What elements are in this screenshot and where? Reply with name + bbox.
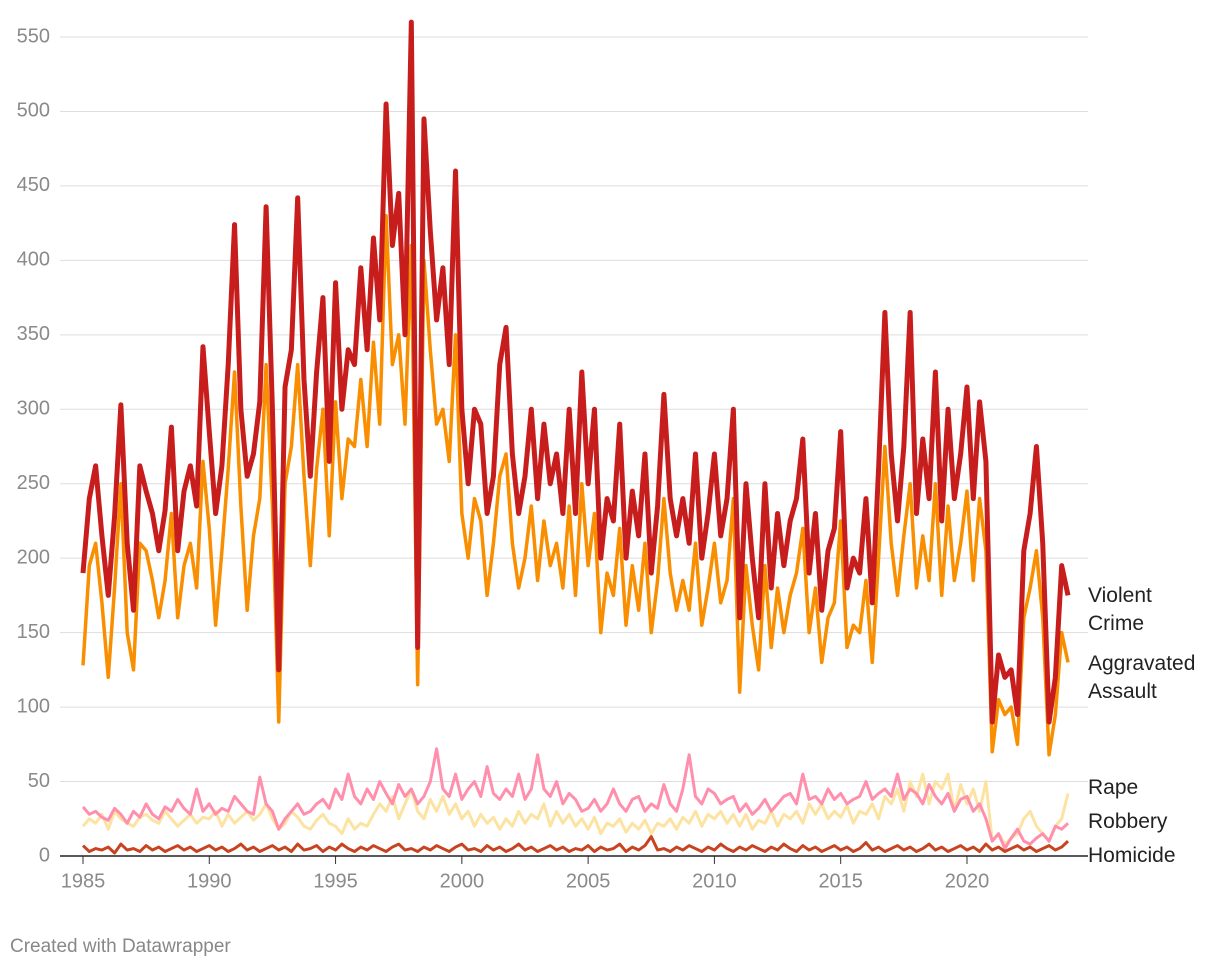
y-tick-label: 500 — [17, 100, 50, 122]
series-line — [81, 835, 1070, 855]
y-tick-label: 0 — [39, 844, 50, 866]
series-label: Robbery — [1088, 810, 1168, 833]
x-tick-label: 2000 — [440, 870, 485, 892]
x-tick-label: 2005 — [566, 870, 611, 892]
chart: 0 50 100 150 200 250 300 350 400 450 500 550 1985 199… — [17, 19, 1088, 892]
series-label: Homicide — [1088, 844, 1176, 867]
x-tick-label: 2020 — [945, 870, 990, 892]
y-tick-label: 300 — [17, 398, 50, 420]
y-tick-label: 350 — [17, 323, 50, 345]
y-tick-label: 50 — [28, 770, 50, 792]
y-tick-label: 450 — [17, 174, 50, 196]
y-tick-label: 250 — [17, 472, 50, 494]
x-tick-label: 1985 — [61, 870, 106, 892]
x-tick-label: 2010 — [692, 870, 737, 892]
x-tick-label: 1990 — [187, 870, 232, 892]
y-tick-label: 150 — [17, 621, 50, 643]
series-label: Violent Crime — [1088, 584, 1152, 635]
credit: Created with Datawrapper — [10, 936, 231, 957]
y-tick-label: 200 — [17, 546, 50, 568]
series-line — [80, 19, 1071, 725]
y-tick-label: 550 — [17, 25, 50, 47]
series-label: Rape — [1088, 776, 1139, 799]
y-tick-label: 400 — [17, 249, 50, 271]
series-label: Aggravated Assault — [1088, 652, 1196, 703]
x-tick-label: 2015 — [818, 870, 863, 892]
series-line — [81, 747, 1070, 851]
y-tick-label: 100 — [17, 695, 50, 717]
series-line — [81, 213, 1070, 757]
x-tick-label: 1995 — [313, 870, 358, 892]
